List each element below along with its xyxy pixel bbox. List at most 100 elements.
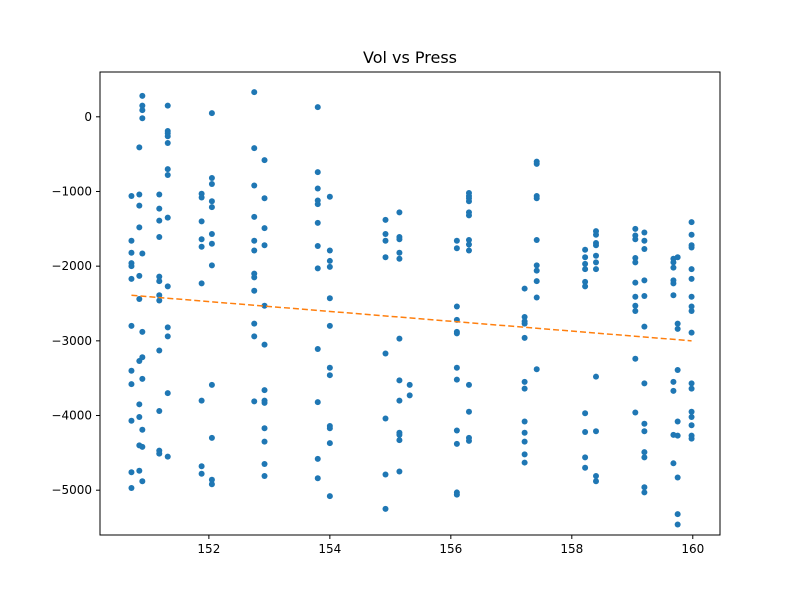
data-point <box>128 237 135 244</box>
data-point <box>208 481 215 488</box>
data-point <box>251 145 258 152</box>
data-point <box>521 429 528 436</box>
data-point <box>314 265 321 272</box>
trend-line <box>131 294 692 342</box>
data-point <box>453 245 460 252</box>
data-point <box>164 172 171 179</box>
data-point <box>533 160 540 167</box>
data-point <box>156 408 163 415</box>
data-point <box>465 247 472 254</box>
data-point <box>156 205 163 212</box>
data-point <box>674 432 681 439</box>
data-point <box>326 257 333 264</box>
data-point <box>261 473 268 480</box>
data-point <box>139 354 146 361</box>
data-point <box>314 242 321 249</box>
data-point <box>641 428 648 435</box>
data-point <box>326 372 333 379</box>
data-point <box>136 202 143 209</box>
data-point <box>533 262 540 269</box>
data-point <box>136 144 143 151</box>
data-point <box>632 279 639 286</box>
data-point <box>314 346 321 353</box>
data-point <box>261 399 268 406</box>
data-point <box>688 219 695 226</box>
data-point <box>465 408 472 415</box>
data-point <box>670 387 677 394</box>
data-point <box>688 275 695 282</box>
plot-area-frame <box>99 71 721 536</box>
data-point <box>465 241 472 248</box>
data-point <box>128 249 135 256</box>
data-point <box>688 385 695 392</box>
data-point <box>208 262 215 269</box>
data-point <box>136 401 143 408</box>
data-point <box>208 240 215 247</box>
data-point <box>641 489 648 496</box>
data-point <box>688 293 695 300</box>
data-point <box>674 254 681 261</box>
data-point <box>453 364 460 371</box>
data-point <box>164 214 171 221</box>
data-point <box>593 373 599 380</box>
data-point <box>641 229 648 236</box>
data-point <box>396 431 403 438</box>
data-point <box>674 474 681 481</box>
data-point <box>396 377 403 384</box>
chart-title: Vol vs Press <box>363 48 457 67</box>
data-point <box>139 92 146 99</box>
data-point <box>208 231 215 238</box>
data-point <box>251 247 258 254</box>
data-point <box>326 295 333 302</box>
data-point <box>156 273 163 280</box>
data-point <box>632 254 639 261</box>
data-point <box>632 307 639 314</box>
data-point <box>326 193 333 200</box>
data-point <box>198 218 205 225</box>
data-point <box>128 275 135 282</box>
data-point <box>208 181 215 188</box>
data-point <box>156 297 163 304</box>
data-point <box>582 454 589 461</box>
y-tick-label: −3000 <box>51 334 92 348</box>
data-point <box>136 224 143 231</box>
data-point <box>396 397 403 404</box>
data-point <box>521 385 528 392</box>
data-point <box>396 255 403 262</box>
data-point <box>128 417 135 424</box>
data-point <box>533 366 540 373</box>
data-point <box>261 387 268 394</box>
data-point <box>198 470 205 477</box>
data-point <box>198 463 205 470</box>
data-point <box>582 260 589 267</box>
data-point <box>208 476 215 483</box>
data-point <box>314 399 321 406</box>
data-point <box>688 266 695 273</box>
data-point <box>453 427 460 434</box>
data-point <box>136 191 143 198</box>
data-point <box>208 198 215 205</box>
data-point <box>156 191 163 198</box>
data-point <box>582 246 589 253</box>
data-point <box>465 437 472 444</box>
data-point <box>261 425 268 432</box>
data-point <box>533 237 540 244</box>
data-point <box>465 212 472 219</box>
data-point <box>139 328 146 335</box>
data-point <box>139 107 146 114</box>
data-point <box>465 237 472 244</box>
data-point <box>641 449 648 456</box>
data-point <box>593 231 599 238</box>
data-point <box>164 333 171 340</box>
data-point <box>521 334 528 341</box>
data-point <box>641 454 648 461</box>
data-point <box>314 219 321 226</box>
data-point <box>521 459 528 466</box>
data-point <box>139 102 146 109</box>
y-axis: 0 −1000 −2000 −3000 −4000 −5000 <box>51 110 100 497</box>
data-point <box>164 390 171 397</box>
x-axis: 152 154 156 158 160 <box>197 535 704 556</box>
data-point <box>198 243 205 250</box>
data-point <box>261 195 268 202</box>
